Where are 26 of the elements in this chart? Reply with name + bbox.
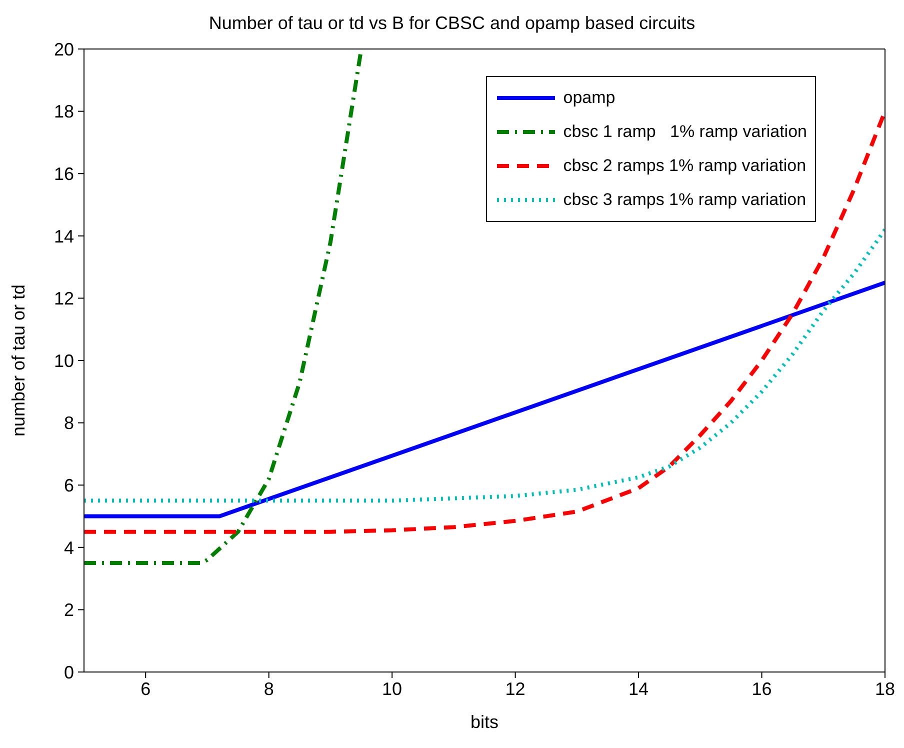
- legend-label: cbsc 2 ramps 1% ramp variation: [563, 156, 806, 176]
- x-axis-title: bits: [470, 712, 499, 732]
- x-tick-label: 8: [264, 678, 274, 699]
- y-tick-label: 8: [64, 413, 74, 434]
- y-tick-label: 10: [54, 350, 74, 371]
- y-tick-label: 12: [54, 288, 74, 309]
- y-tick-label: 6: [64, 475, 74, 496]
- legend-label: cbsc 3 ramps 1% ramp variation: [563, 190, 806, 210]
- y-tick-label: 2: [64, 600, 74, 620]
- x-tick-label: 12: [505, 678, 526, 699]
- legend-label: opamp: [563, 88, 616, 108]
- y-tick-label: 4: [64, 538, 74, 558]
- x-tick-label: 18: [874, 678, 896, 699]
- y-tick-label: 0: [64, 662, 74, 682]
- x-tick-label: 14: [628, 678, 649, 699]
- x-tick-label: 16: [752, 678, 772, 699]
- x-tick-label: 6: [140, 678, 151, 699]
- y-tick-label: 14: [54, 226, 74, 246]
- x-tick-label: 10: [382, 678, 402, 699]
- y-tick-label: 16: [54, 164, 74, 184]
- legend-label: cbsc 1 ramp 1% ramp variation: [563, 122, 807, 142]
- line-series: [84, 228, 885, 503]
- y-axis-title: number of tau or td: [8, 284, 28, 437]
- y-tick-label: 18: [54, 102, 74, 122]
- y-tick-label: 20: [54, 39, 74, 60]
- chart-title: Number of tau or td vs B for CBSC and opamp based circuits: [208, 12, 696, 35]
